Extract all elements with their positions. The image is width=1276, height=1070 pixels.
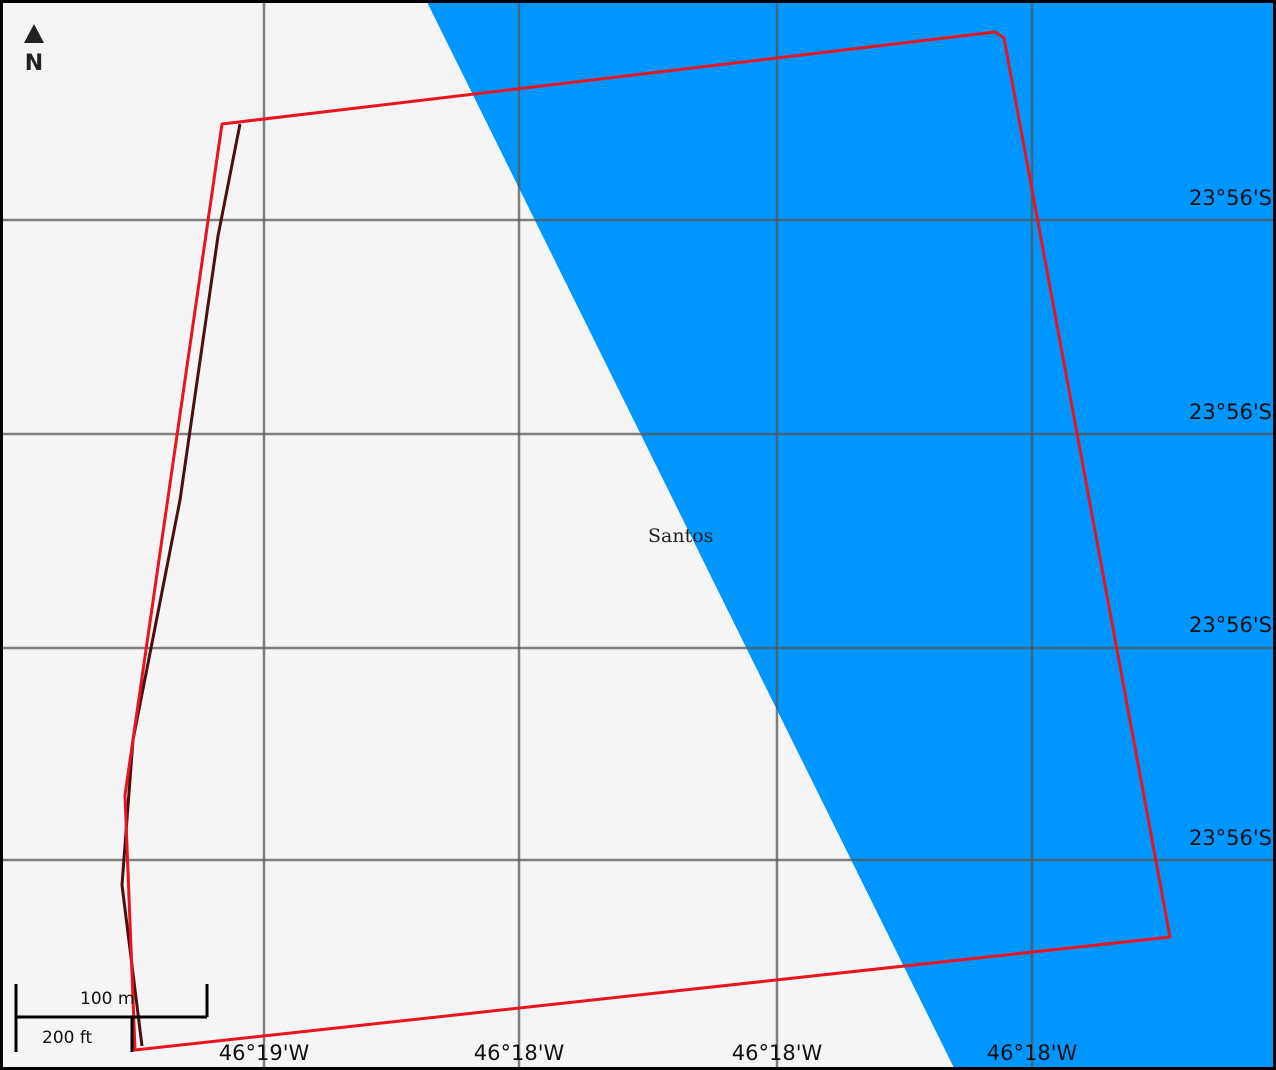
latitude-label: 23°56'S xyxy=(1189,826,1272,850)
scale-bar xyxy=(14,984,209,1052)
place-label-santos[interactable]: Santos xyxy=(648,525,713,547)
latitude-label: 23°56'S xyxy=(1189,186,1272,210)
longitude-label: 46°18'W xyxy=(987,1041,1078,1065)
water-area xyxy=(426,0,1276,1070)
scale-bar-imperial-label: 200 ft xyxy=(42,1028,93,1048)
north-arrow-letter: N xyxy=(25,51,43,76)
scale-bar-metric-label: 100 m xyxy=(80,989,134,1009)
longitude-label: 46°18'W xyxy=(732,1041,823,1065)
latitude-label: 23°56'S xyxy=(1189,400,1272,424)
latitude-label: 23°56'S xyxy=(1189,613,1272,637)
boundary-polygon[interactable] xyxy=(123,30,1172,1052)
track-line[interactable] xyxy=(120,123,242,1047)
longitude-label: 46°19'W xyxy=(219,1041,310,1065)
longitude-label: 46°18'W xyxy=(474,1041,565,1065)
north-arrow-triangle xyxy=(24,24,44,43)
north-arrow-icon: N xyxy=(24,24,44,76)
